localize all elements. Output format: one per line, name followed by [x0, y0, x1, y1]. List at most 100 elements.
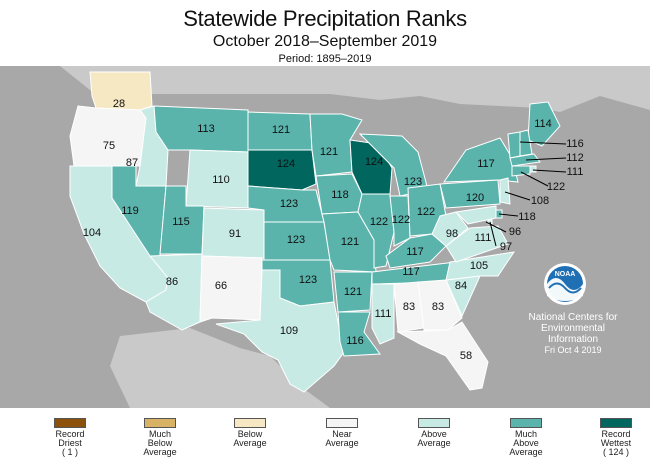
- legend-label: Much: [514, 429, 537, 439]
- state-rank-ar: 121: [344, 286, 362, 298]
- state-rank-ca: 104: [83, 227, 101, 239]
- legend-label: Average: [325, 438, 359, 448]
- state-tx: [215, 269, 345, 393]
- state-rank-pa: 120: [466, 192, 484, 204]
- state-in: [389, 195, 411, 247]
- callout-label: 108: [531, 195, 549, 207]
- legend-item: Much Above Average: [486, 416, 566, 457]
- state-rank-mi: 123: [404, 176, 422, 188]
- state-rank-ne: 123: [280, 198, 298, 210]
- state-rank-mt: 113: [197, 123, 215, 135]
- legend-label: Average: [509, 447, 543, 457]
- callout-line: [532, 169, 567, 173]
- callout-label: 116: [566, 138, 584, 150]
- legend-item: Much Below Average: [120, 416, 200, 457]
- state-rank-ok: 123: [299, 274, 317, 286]
- callout-line: [485, 221, 507, 233]
- state-rank-tn: 117: [402, 266, 420, 278]
- map-subtitle: October 2018–September 2019: [212, 33, 438, 50]
- header: Statewide Precipitation Ranks October 20…: [0, 0, 650, 66]
- state-rank-ut: 115: [172, 216, 190, 228]
- legend-label: Above: [421, 429, 447, 439]
- legend-label: Average: [233, 438, 267, 448]
- callout-label: 118: [518, 211, 536, 223]
- callout-line: [525, 157, 567, 161]
- map-period: Period: 1895–2019: [278, 53, 372, 65]
- callout-label: 96: [509, 226, 521, 238]
- state-vt: [507, 131, 521, 159]
- state-ut: [159, 185, 205, 255]
- callout-line: [519, 141, 567, 145]
- map-title: Statewide Precipitation Ranks: [183, 6, 467, 31]
- legend-item: Below Average: [210, 416, 290, 448]
- state-nj: [499, 177, 511, 205]
- state-ct: [511, 165, 531, 177]
- callout-line: [520, 171, 549, 187]
- state-rank-mn: 121: [320, 146, 338, 158]
- legend-swatch: [144, 418, 176, 428]
- legend-label: Average: [417, 438, 451, 448]
- ncei-line3: Information: [547, 334, 599, 345]
- ncei-line2: Environmental: [541, 323, 605, 334]
- legend-label: Much: [148, 429, 171, 439]
- state-rank-sd: 124: [277, 158, 295, 170]
- state-md: [454, 205, 497, 225]
- state-ar: [333, 271, 373, 313]
- state-rank-ga: 83: [432, 301, 444, 313]
- state-rank-wv: 98: [446, 228, 458, 240]
- legend-swatch: [234, 418, 266, 428]
- state-rank-nm: 66: [215, 280, 227, 292]
- callout-label: 111: [567, 166, 584, 178]
- state-rank-in: 122: [392, 214, 410, 226]
- state-wv: [431, 211, 469, 247]
- legend-item: Above Average: [394, 416, 474, 448]
- mexico-land: [110, 328, 330, 408]
- legend-swatch: [510, 418, 542, 428]
- state-rank-sc: 84: [455, 280, 467, 292]
- legend-label: ( 1 ): [61, 447, 78, 457]
- state-rank-il: 122: [370, 216, 388, 228]
- state-rank-va: 111: [475, 232, 492, 244]
- legend-item: Record Driest( 1 ): [30, 416, 110, 457]
- state-rank-ky: 117: [406, 246, 424, 258]
- legend-label: Driest: [58, 438, 82, 448]
- legend-swatch: [326, 418, 358, 428]
- ncei-date: Fri Oct 4 2019: [544, 345, 602, 355]
- state-pa: [439, 179, 501, 209]
- ncei-credit: National Centers for Environmental Infor…: [518, 312, 628, 356]
- legend-label: Record: [55, 429, 85, 439]
- state-rank-wa: 28: [113, 98, 125, 110]
- legend-label: Below: [237, 429, 263, 439]
- state-rank-or: 75: [103, 140, 115, 152]
- legend-swatch: [600, 418, 632, 428]
- state-sd: [247, 149, 317, 191]
- state-va: [445, 225, 509, 263]
- state-rank-la: 116: [346, 335, 364, 347]
- state-rank-ms: 111: [375, 308, 392, 320]
- legend-swatch: [418, 418, 450, 428]
- callout-label: 97: [500, 241, 512, 253]
- us-map: 28 75 104 87 119 113 110 115 86 91 66 121 124 123 123 1…: [60, 66, 650, 408]
- state-rank-az: 86: [166, 276, 178, 288]
- map-area: 28 75 104 87 119 113 110 115 86 91 66 121 124 123 123 1…: [0, 66, 650, 408]
- legend: Record Driest( 1 ) Much Below Average Below Av…: [0, 416, 650, 475]
- state-rank-wy: 110: [212, 174, 230, 186]
- legend-label: Near: [332, 429, 352, 439]
- state-ga: [417, 279, 463, 331]
- callout-line: [489, 221, 497, 247]
- canada-land: [60, 66, 650, 112]
- state-ri: [529, 165, 537, 173]
- legend-label: Above: [513, 438, 539, 448]
- state-rank-al: 83: [403, 301, 415, 313]
- legend-swatch: [54, 418, 86, 428]
- state-nc: [445, 251, 516, 281]
- noaa-logo: NOAA: [543, 262, 587, 306]
- state-rank-ny: 117: [477, 158, 495, 170]
- state-rank-tx: 109: [280, 325, 298, 337]
- legend-label: Wettest: [600, 438, 632, 448]
- callout-line: [504, 191, 531, 201]
- state-rank-id: 87: [126, 157, 138, 169]
- legend-label: ( 124 ): [602, 447, 629, 457]
- state-rank-fl: 58: [460, 350, 472, 362]
- state-rank-nv: 119: [121, 205, 139, 217]
